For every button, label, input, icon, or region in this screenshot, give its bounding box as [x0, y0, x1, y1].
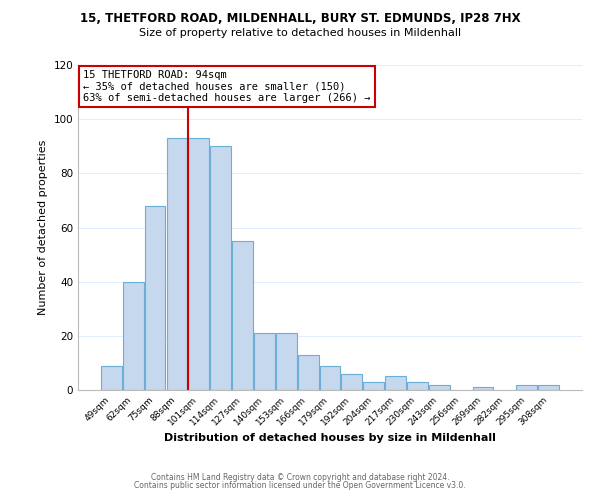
Bar	[517, 384, 537, 390]
Bar	[123, 282, 143, 390]
Bar	[276, 333, 296, 390]
Bar	[298, 355, 319, 390]
Text: Contains HM Land Registry data © Crown copyright and database right 2024.: Contains HM Land Registry data © Crown c…	[151, 472, 449, 482]
Bar	[210, 146, 231, 390]
Bar	[254, 333, 275, 390]
Bar	[145, 206, 166, 390]
Bar	[320, 366, 340, 390]
Bar	[538, 384, 559, 390]
Bar	[167, 138, 187, 390]
Text: Contains public sector information licensed under the Open Government Licence v3: Contains public sector information licen…	[134, 481, 466, 490]
Bar	[101, 366, 122, 390]
Text: 15, THETFORD ROAD, MILDENHALL, BURY ST. EDMUNDS, IP28 7HX: 15, THETFORD ROAD, MILDENHALL, BURY ST. …	[80, 12, 520, 26]
Bar	[341, 374, 362, 390]
Y-axis label: Number of detached properties: Number of detached properties	[38, 140, 48, 315]
X-axis label: Distribution of detached houses by size in Mildenhall: Distribution of detached houses by size …	[164, 432, 496, 442]
Bar	[385, 376, 406, 390]
Bar	[364, 382, 384, 390]
Text: Size of property relative to detached houses in Mildenhall: Size of property relative to detached ho…	[139, 28, 461, 38]
Bar	[232, 241, 253, 390]
Bar	[473, 388, 493, 390]
Bar	[407, 382, 428, 390]
Bar	[429, 384, 450, 390]
Text: 15 THETFORD ROAD: 94sqm
← 35% of detached houses are smaller (150)
63% of semi-d: 15 THETFORD ROAD: 94sqm ← 35% of detache…	[83, 70, 371, 103]
Bar	[188, 138, 209, 390]
